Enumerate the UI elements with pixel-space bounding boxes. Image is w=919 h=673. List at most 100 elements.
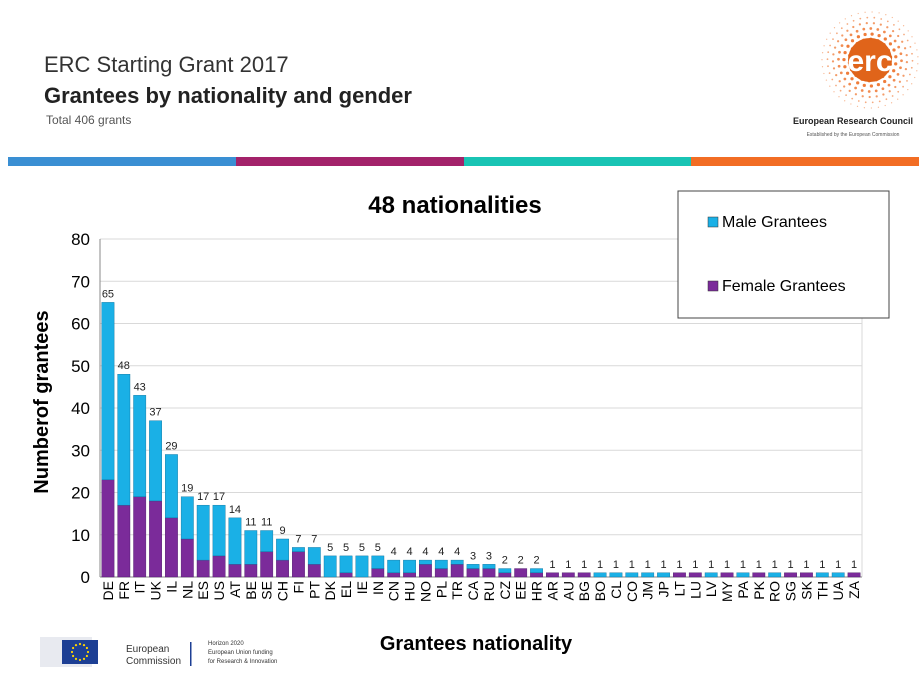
erc-logo-dot <box>833 46 837 49</box>
erc-logo-dot <box>878 12 880 14</box>
erc-logo-dot <box>902 94 904 96</box>
commission-line-2: Commission <box>126 656 181 667</box>
erc-logo-dot <box>899 66 902 70</box>
erc-logo-dot <box>856 105 859 108</box>
erc-logo-dot <box>892 48 896 52</box>
bar-male-IL <box>165 454 178 519</box>
bar-total-AU: 1 <box>565 559 571 571</box>
erc-logo-dot <box>837 64 841 68</box>
erc-logo-dot <box>828 72 831 74</box>
erc-logo-dot <box>846 23 849 25</box>
erc-logo-dot <box>835 73 838 77</box>
erc-logo-dot <box>894 55 898 59</box>
erc-logo-dot <box>863 107 866 109</box>
total-grants: Total 406 grants <box>46 113 132 127</box>
erc-logo-dot <box>902 74 905 77</box>
erc-logo-dot <box>903 33 905 36</box>
erc-logo-dot <box>823 72 825 75</box>
erc-logo-dot <box>829 44 831 47</box>
erc-logo-dot <box>888 42 893 46</box>
stripe-orange <box>691 157 919 166</box>
y-tick-label: 20 <box>71 484 90 503</box>
erc-logo-dot <box>879 23 882 26</box>
bar-total-EL: 5 <box>343 542 349 554</box>
erc-logo-dot <box>848 89 851 93</box>
erc-logo-dot <box>914 76 916 79</box>
bar-male-HU <box>403 559 416 573</box>
x-tick-BO: BO <box>592 581 608 601</box>
erc-logo-dot <box>892 69 896 73</box>
bar-male-HR <box>530 568 543 573</box>
erc-logo-dot <box>854 93 858 96</box>
erc-logo-dot <box>890 102 893 104</box>
erc-logo-dot <box>874 89 878 93</box>
legend-male-swatch <box>707 216 719 228</box>
erc-logo-dot <box>856 81 860 85</box>
erc-logo-dot <box>911 83 913 85</box>
bar-male-TR <box>450 559 464 565</box>
bar-male-SE <box>260 530 274 552</box>
bar-male-CN <box>387 559 401 573</box>
bar-total-CO: 1 <box>629 559 635 571</box>
bar-male-AT <box>228 517 242 565</box>
bar-female-AU <box>561 572 575 578</box>
bar-female-IL <box>165 517 178 578</box>
y-tick-label: 40 <box>71 399 90 418</box>
x-tick-AU: AU <box>560 581 576 600</box>
bar-total-BO: 1 <box>597 559 603 571</box>
eu-flag-stars <box>70 642 90 662</box>
bar-total-PA: 1 <box>740 559 746 571</box>
footer-divider <box>190 642 192 666</box>
erc-logo-dot <box>876 82 881 87</box>
erc-logo-dot <box>869 84 874 88</box>
x-tick-CN: CN <box>386 581 402 601</box>
erc-logo-dot <box>891 95 894 97</box>
bar-male-NO <box>419 559 432 565</box>
bar-female-EL <box>339 572 353 578</box>
erc-logo-dot <box>906 39 909 42</box>
bar-female-SK <box>800 572 813 578</box>
erc-logo-dot <box>875 95 878 98</box>
x-tick-CO: CO <box>624 581 640 602</box>
bar-total-IE: 5 <box>359 542 365 554</box>
erc-logo-dot <box>881 87 885 91</box>
erc-logo-dot <box>842 57 846 62</box>
bar-male-TH <box>815 572 829 578</box>
erc-logo-dot <box>844 18 846 20</box>
erc-logo-dot <box>823 45 825 47</box>
erc-logo-dot <box>851 97 854 100</box>
erc-logo-dot <box>835 84 837 87</box>
bar-male-JM <box>641 572 655 578</box>
x-tick-CH: CH <box>275 581 291 601</box>
bar-female-BG <box>577 572 591 578</box>
chart-bars <box>101 302 861 578</box>
erc-logo-dot <box>821 59 823 61</box>
page-title: ERC Starting Grant 2017 <box>44 52 289 77</box>
erc-logo-dot <box>837 57 840 61</box>
erc-logo-dot <box>885 14 887 16</box>
bar-total-PL: 4 <box>438 546 444 558</box>
eu-star-icon <box>85 654 88 658</box>
bar-female-ZA <box>847 572 861 578</box>
erc-logo-dot <box>849 33 853 37</box>
erc-logo-dot <box>882 93 885 96</box>
erc-logo-dot <box>827 51 830 54</box>
y-axis-ticks: 0 10 20 30 40 50 60 70 80 <box>71 230 90 587</box>
x-tick-IT: IT <box>132 581 148 594</box>
bar-female-CZ <box>498 572 512 578</box>
eu-star-icon <box>82 657 86 660</box>
bar-male-NL <box>180 496 194 540</box>
erc-logo-dot <box>888 34 892 38</box>
x-tick-ES: ES <box>195 581 211 600</box>
erc-logo-dot <box>856 35 861 39</box>
bar-male-IT <box>133 395 147 497</box>
bar-total-HR: 2 <box>533 555 539 567</box>
erc-logo-dot <box>840 27 843 30</box>
bar-total-FI: 7 <box>295 533 301 545</box>
stripe-blue <box>8 157 236 166</box>
erc-logo-dot <box>893 39 897 43</box>
y-tick-label: 60 <box>71 315 90 334</box>
erc-logo-dot <box>858 23 862 26</box>
erc-logo-dot <box>878 100 881 103</box>
